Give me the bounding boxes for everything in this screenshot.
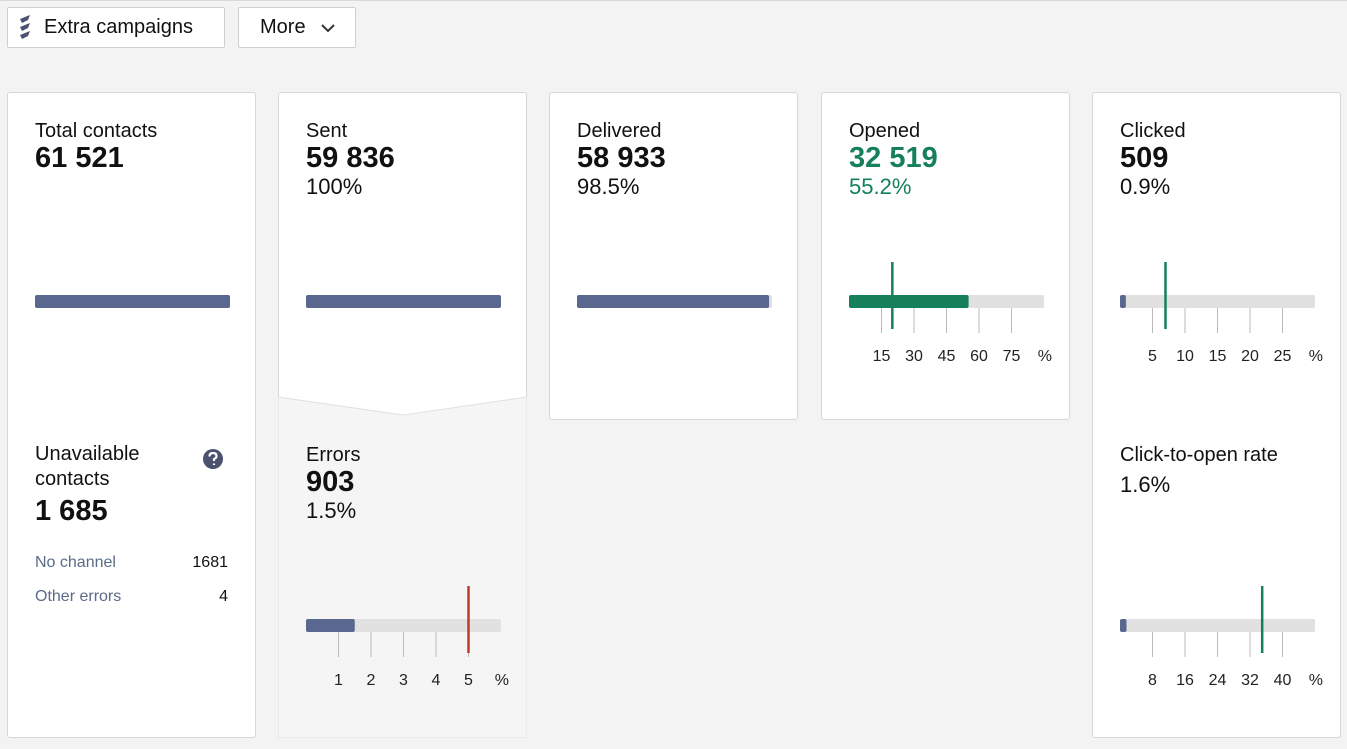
tick-label: 60 xyxy=(970,348,988,364)
card-value: 32 519 xyxy=(849,142,938,174)
tick-label: 2 xyxy=(367,672,376,688)
section-title: Errors xyxy=(306,444,361,466)
gauge-bar xyxy=(306,619,355,632)
card: Sent 59 836 100% Errors 903 1.5% 1 2 3 4 5% xyxy=(278,92,527,738)
tick-label: 25 xyxy=(1274,348,1292,364)
tick-label: 24 xyxy=(1209,672,1227,688)
tick-label: 40 xyxy=(1274,672,1292,688)
gauge-bar xyxy=(306,295,501,308)
tick-label: 4 xyxy=(432,672,441,688)
section-value: 903 xyxy=(306,466,355,498)
card-title: Sent xyxy=(306,120,348,142)
tick-label: 1 xyxy=(334,672,343,688)
tick-label: 3 xyxy=(399,672,408,688)
unit-label: % xyxy=(1309,672,1323,688)
gauge: 8 16 24 32 40% xyxy=(1120,586,1323,688)
gauge-track xyxy=(1120,619,1315,632)
unit-label: % xyxy=(1038,348,1052,364)
gauge: 5 10 15 20 25% xyxy=(1120,262,1323,364)
tick-label: 5 xyxy=(1148,348,1157,364)
tick-label: 32 xyxy=(1241,672,1259,688)
tick-label: 20 xyxy=(1241,348,1259,364)
tick-label: 75 xyxy=(1003,348,1021,364)
tick-label: 10 xyxy=(1176,348,1194,364)
card-title: Clicked xyxy=(1120,120,1186,142)
section-title: Click-to-open rate xyxy=(1120,444,1278,466)
gauge-bar xyxy=(35,295,230,308)
row-value: 4 xyxy=(219,588,228,605)
row-label: No channel xyxy=(35,554,116,571)
card-title: Total contacts xyxy=(35,120,158,142)
gauge-track xyxy=(1120,295,1315,308)
unit-label: % xyxy=(495,672,509,688)
tick-label: 5 xyxy=(464,672,473,688)
help-icon xyxy=(203,449,223,469)
card-title: Opened xyxy=(849,120,921,142)
gauge: 15 30 45 60 75% xyxy=(849,262,1052,364)
card-rate: 98.5% xyxy=(577,174,640,199)
chevron xyxy=(320,23,335,32)
gauge-bar xyxy=(849,295,969,308)
section-background xyxy=(278,396,527,738)
card-rate: 100% xyxy=(306,174,363,199)
more-button[interactable]: More xyxy=(238,7,356,48)
card-value: 509 xyxy=(1120,142,1169,174)
divider xyxy=(0,0,1347,1)
tick-label: 15 xyxy=(1209,348,1227,364)
tick-label: 8 xyxy=(1148,672,1157,688)
section-value: 1 685 xyxy=(35,495,108,527)
gauge xyxy=(306,295,501,308)
button-label: More xyxy=(260,16,306,38)
gauge-bar xyxy=(1120,295,1126,308)
help-glyph xyxy=(208,451,218,465)
tick-label: 30 xyxy=(905,348,923,364)
gauge: 1 2 3 4 5% xyxy=(306,586,509,688)
card-value: 61 521 xyxy=(35,142,124,174)
section-shape xyxy=(278,396,527,738)
card: Opened 32 519 55.2% 15 30 45 60 75% xyxy=(821,92,1070,420)
gauge xyxy=(35,295,230,308)
tick-label: 16 xyxy=(1176,672,1194,688)
unit-label: % xyxy=(1309,348,1323,364)
tick-label: 45 xyxy=(938,348,956,364)
extra-campaigns-button[interactable]: Extra campaigns xyxy=(7,7,225,48)
card: Clicked 509 0.9% 5 10 15 20 25% Click-to-open ra… xyxy=(1092,92,1341,738)
gauge-bar xyxy=(1120,619,1127,632)
section-rate: 1.5% xyxy=(306,498,357,523)
tick-label: 15 xyxy=(873,348,891,364)
card: Total contacts 61 521 Unavailable contacts… xyxy=(7,92,256,738)
icon xyxy=(20,14,30,39)
row-label: Other errors xyxy=(35,588,122,605)
gauge-bar xyxy=(577,295,770,308)
gauge xyxy=(577,295,772,308)
card-title: Delivered xyxy=(577,120,662,142)
button-label: Extra campaigns xyxy=(44,16,193,38)
section-title: Unavailable contacts xyxy=(35,443,140,490)
card-rate: 55.2% xyxy=(849,174,912,199)
section-rate: 1.6% xyxy=(1120,472,1171,497)
card-value: 59 836 xyxy=(306,142,395,174)
card-value: 58 933 xyxy=(577,142,666,174)
row-value: 1681 xyxy=(192,554,228,571)
card-rate: 0.9% xyxy=(1120,174,1171,199)
card: Delivered 58 933 98.5% xyxy=(549,92,798,420)
